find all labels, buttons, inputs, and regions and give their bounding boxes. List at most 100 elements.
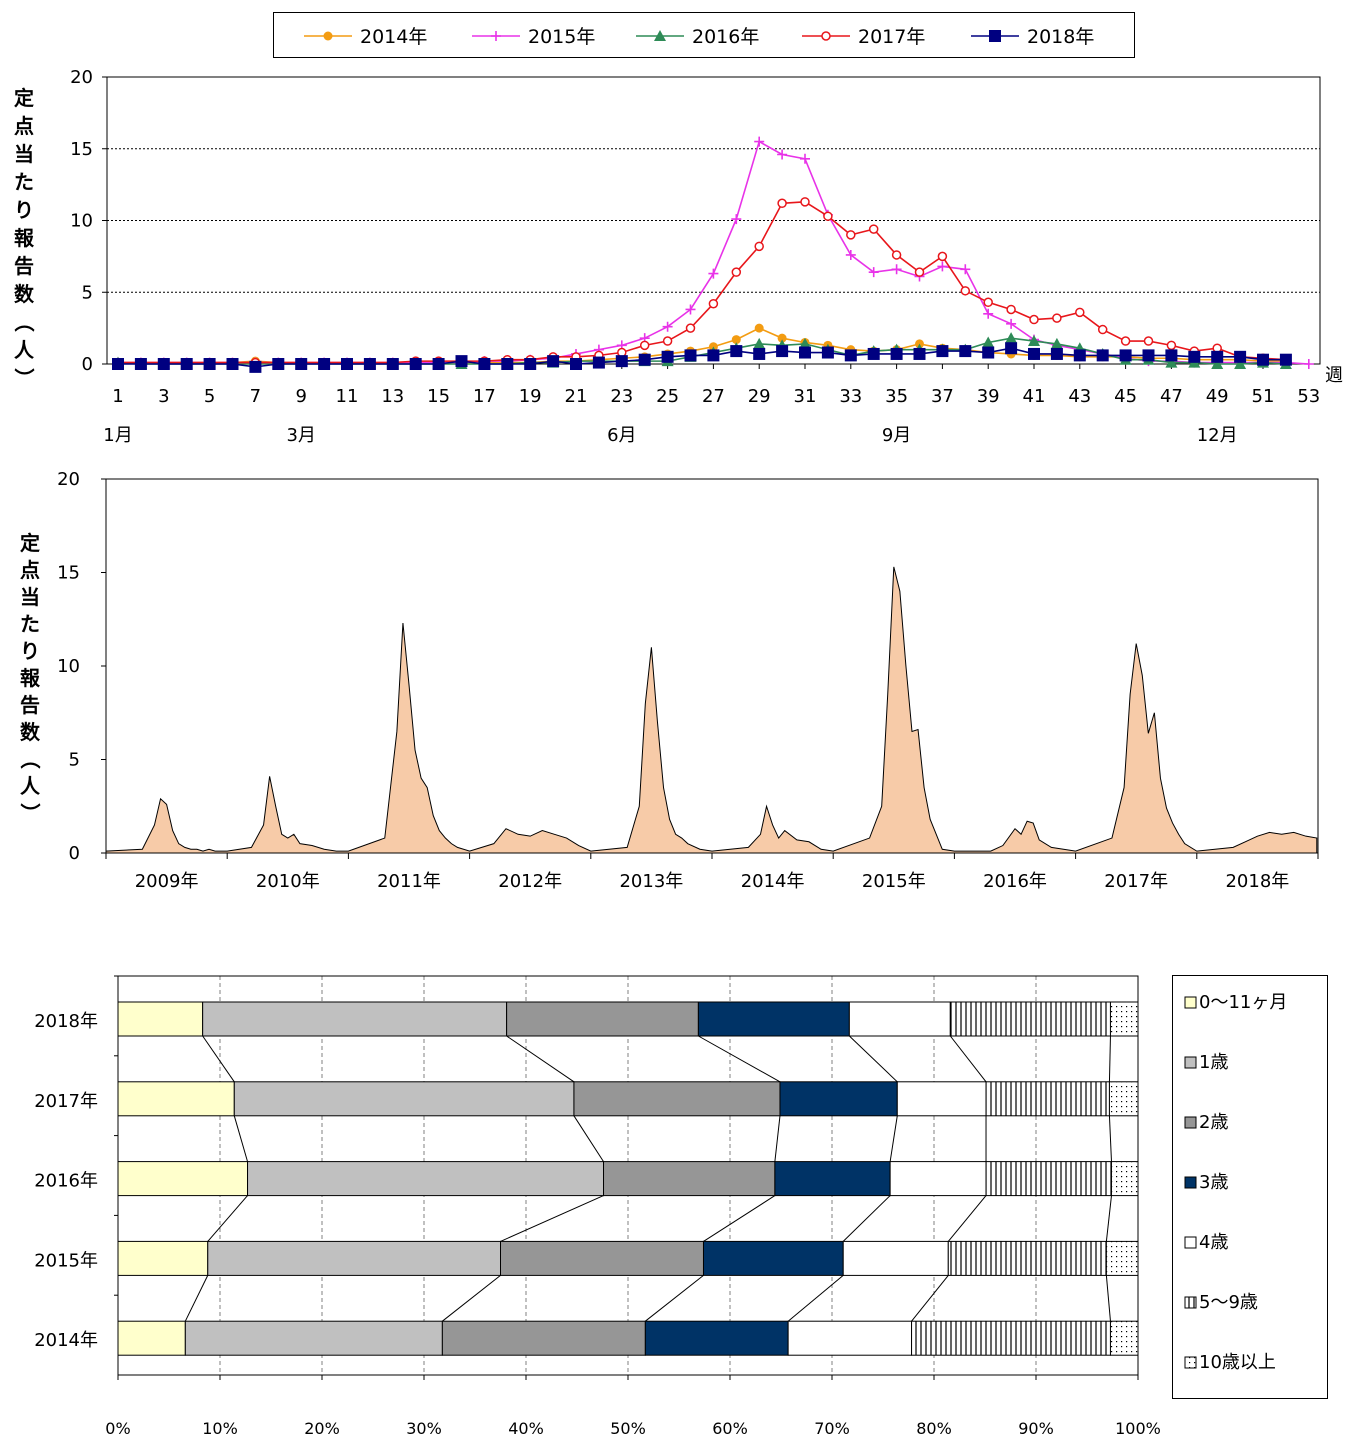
legend-marker [821,31,831,41]
x-tick-label: 45 [1114,386,1137,407]
bar-segment-5～9歳 [949,1001,1111,1037]
y-category-label: 2018年 [34,1011,98,1032]
bar-segment-0～11ヶ月 [117,1081,235,1117]
x-category-label: 2010年 [256,871,320,892]
bar-segment-5～9歳 [947,1240,1107,1276]
y-category-label: 2016年 [34,1171,98,1192]
bar-segment-4歳 [842,1240,949,1276]
series-line [118,201,1286,364]
bar-segment-10歳以上 [1109,1001,1139,1037]
connector-line [698,1035,781,1083]
y-axis-label: 数 [14,282,35,306]
data-point [730,345,743,358]
bar-segment-4歳 [896,1081,987,1117]
x-tick-label: 7 [250,386,261,407]
x-tick-label: 29 [748,386,771,407]
y-axis-label: ） [18,803,42,823]
data-point [662,321,673,332]
x-category-label: 2011年 [377,871,441,892]
connector-line [233,1115,249,1162]
bar-segment-10歳以上 [1110,1161,1139,1197]
y-axis-label: た [20,612,40,636]
connector-line [202,1035,235,1083]
x-tick-label: 60% [712,1419,748,1438]
bar-segment-2歳 [573,1081,781,1117]
data-point [776,345,789,358]
y-axis-label: 数 [20,720,41,744]
data-point [913,347,926,360]
legend-label: 5～9歳 [1199,1292,1258,1313]
bar-segment-5～9歳 [985,1161,1112,1197]
bar-segment-3歳 [774,1161,891,1197]
bar-segment-1歳 [207,1240,501,1276]
data-point [1142,349,1155,362]
bar-segment-3歳 [702,1240,844,1276]
bar-segment-0～11ヶ月 [117,1161,249,1197]
x-tick-label: 13 [381,386,404,407]
x-tick-label: 37 [931,386,954,407]
bar-segment-1歳 [247,1161,605,1197]
data-point [639,340,650,351]
data-point [936,345,949,358]
y-axis-label: （ [12,312,36,332]
bar-segment-4歳 [848,1001,951,1037]
x-category-label: 2012年 [498,871,562,892]
data-point [846,230,856,240]
data-point [638,353,651,366]
x-category-label: 2013年 [619,871,683,892]
x-tick-label: 53 [1297,386,1320,407]
legend-swatch [1184,1116,1197,1129]
x-tick-label: 19 [519,386,542,407]
series-line [118,347,1286,368]
data-point [868,224,879,234]
yearly-area-chart: 0 5 10 15 20 2009年 2010年 2011年 2012年 2013年 2014年 20… [18,469,1319,892]
data-point [1234,358,1247,369]
connector-line [1105,1275,1111,1322]
data-point [1188,350,1201,363]
data-point [845,249,856,260]
data-point [1006,304,1016,315]
series-2015年 [113,136,1314,369]
series-2018年 [112,342,1292,373]
y-category-label: 2014年 [34,1330,98,1351]
data-point [1073,349,1086,362]
y-axis-label: 当 [20,585,40,609]
bar-segment-4歳 [787,1320,913,1356]
data-point [1052,313,1062,323]
data-point [868,267,879,278]
y-axis-label: り [14,198,34,222]
data-point [777,333,787,343]
x-tick-label: 39 [977,386,1000,407]
bar-segment-2歳 [500,1240,704,1276]
data-point [295,358,308,370]
data-point [684,349,697,362]
data-point [180,358,193,370]
legend-marker [989,30,1001,42]
x-tick-label: 90% [1018,1419,1054,1438]
connector-line [842,1195,891,1242]
x-tick-label: 33 [839,386,862,407]
data-point [800,153,810,164]
legend-label: 2018年 [1027,26,1094,48]
data-point [1005,332,1018,344]
data-point [134,358,147,370]
connector-line [889,1115,898,1162]
data-point [731,267,742,277]
x-tick-label: 23 [610,386,633,407]
connector-line [506,1035,575,1083]
y-tick-label: 15 [70,139,93,160]
data-point [455,355,468,368]
x-tick-label: 31 [794,386,817,407]
legend-label: 2017年 [858,26,925,48]
x-tick-label: 10% [202,1419,238,1438]
month-label: 1月 [103,425,132,446]
y-axis-label: 点 [14,114,34,138]
data-point [524,358,537,370]
legend-swatch [1184,1236,1197,1249]
data-point [1211,350,1224,363]
data-point [754,241,764,252]
bar-segment-3歳 [779,1081,898,1117]
x-category-label: 2017年 [1104,871,1168,892]
data-point [731,335,741,345]
